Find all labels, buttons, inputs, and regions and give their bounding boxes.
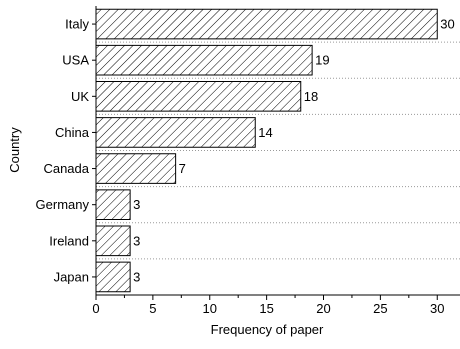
bar-china (95, 117, 256, 148)
bar-japan (95, 261, 131, 293)
x-tick-label: 30 (430, 301, 444, 316)
value-label: 19 (315, 53, 329, 68)
bar-usa (95, 44, 313, 76)
value-label: 30 (440, 17, 454, 32)
category-label: Japan (54, 269, 89, 284)
x-tick-label: 0 (92, 301, 99, 316)
category-label: Germany (36, 197, 90, 212)
bar-uk (95, 81, 302, 112)
y-axis-title: Country (7, 127, 22, 173)
category-label: UK (71, 89, 89, 104)
x-axis-title: Frequency of paper (211, 322, 324, 337)
bar-layer (95, 8, 438, 293)
value-label: 3 (133, 197, 140, 212)
category-label: USA (62, 53, 89, 68)
value-label: 3 (133, 269, 140, 284)
x-tick-label: 10 (203, 301, 217, 316)
value-label: 18 (304, 89, 318, 104)
bar-canada (95, 153, 177, 184)
category-label: Canada (43, 161, 89, 176)
grid-layer (96, 41, 460, 260)
bar-italy (95, 8, 438, 40)
x-tick-label: 20 (316, 301, 330, 316)
value-label: 14 (258, 125, 272, 140)
x-tick-label: 5 (149, 301, 156, 316)
value-label: 7 (179, 161, 186, 176)
bar-germany (95, 189, 131, 220)
category-label: Italy (65, 17, 89, 32)
axis-layer (92, 6, 460, 300)
bar-ireland (95, 225, 131, 257)
category-label: China (55, 125, 90, 140)
value-label: 3 (133, 233, 140, 248)
category-label: Ireland (49, 233, 89, 248)
x-tick-label: 25 (373, 301, 387, 316)
x-tick-label: 15 (259, 301, 273, 316)
